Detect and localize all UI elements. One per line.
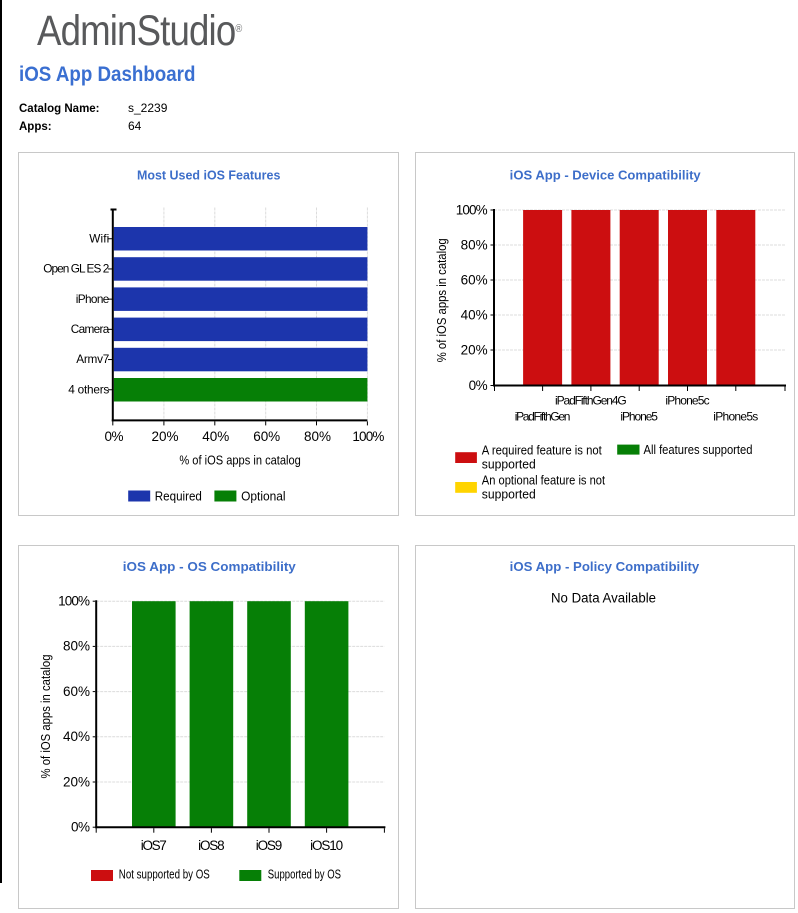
svg-text:80%: 80% [461, 237, 488, 252]
svg-text:0%: 0% [71, 820, 90, 835]
svg-text:60%: 60% [461, 272, 488, 287]
svg-text:Armv7: Armv7 [76, 352, 109, 366]
svg-text:Open GL ES 2: Open GL ES 2 [43, 262, 109, 276]
svg-text:Optional: Optional [241, 490, 286, 504]
svg-text:An optional feature is not: An optional feature is not [482, 474, 606, 488]
svg-text:Wifi: Wifi [89, 231, 109, 245]
svg-text:All features supported: All features supported [644, 443, 753, 457]
svg-text:Not supported by OS: Not supported by OS [119, 868, 210, 882]
svg-text:iOS9: iOS9 [256, 838, 283, 853]
svg-text:Camera: Camera [71, 322, 110, 336]
svg-text:iPhone: iPhone [76, 292, 110, 306]
svg-text:Supported by OS: Supported by OS [268, 868, 341, 882]
svg-text:% of iOS apps in catalog: % of iOS apps in catalog [179, 453, 301, 468]
svg-text:20%: 20% [152, 429, 179, 444]
svg-text:80%: 80% [304, 429, 331, 444]
svg-text:100%: 100% [58, 594, 90, 609]
svg-text:No Data Available: No Data Available [551, 590, 656, 605]
svg-text:iOS App - Policy Compatibility: iOS App - Policy Compatibility [510, 560, 700, 574]
svg-text:40%: 40% [461, 307, 488, 322]
svg-text:iOS App - Device Compatibility: iOS App - Device Compatibility [510, 169, 701, 183]
svg-text:0%: 0% [469, 378, 488, 393]
svg-text:60%: 60% [253, 429, 280, 444]
svg-text:% of iOS apps in catalog: % of iOS apps in catalog [434, 238, 449, 362]
svg-text:% of iOS apps in catalog: % of iOS apps in catalog [38, 655, 53, 779]
svg-text:iPadFifthGen4G: iPadFifthGen4G [555, 394, 627, 408]
svg-text:iOS8: iOS8 [198, 838, 225, 853]
svg-text:20%: 20% [63, 774, 90, 789]
svg-text:60%: 60% [63, 684, 90, 699]
svg-text:20%: 20% [461, 342, 488, 357]
svg-text:Most Used iOS Features: Most Used iOS Features [137, 169, 280, 183]
svg-text:iPhone5s: iPhone5s [713, 410, 758, 424]
svg-text:4 others: 4 others [68, 382, 109, 396]
svg-text:A required feature is not: A required feature is not [482, 444, 602, 458]
svg-text:iPhone5: iPhone5 [620, 410, 658, 424]
svg-text:100%: 100% [352, 429, 384, 444]
svg-text:100%: 100% [456, 202, 488, 217]
svg-text:Required: Required [155, 490, 202, 504]
svg-text:iOS10: iOS10 [310, 838, 343, 853]
svg-text:iOS App - OS Compatibility: iOS App - OS Compatibility [123, 560, 296, 574]
svg-text:supported: supported [482, 457, 536, 471]
svg-text:40%: 40% [63, 729, 90, 744]
svg-text:supported: supported [482, 487, 536, 501]
svg-text:iPhone5c: iPhone5c [665, 394, 709, 408]
svg-text:0%: 0% [105, 429, 124, 444]
svg-text:iPadFifthGen: iPadFifthGen [515, 410, 571, 424]
svg-text:80%: 80% [63, 639, 90, 654]
svg-text:iOS7: iOS7 [141, 838, 167, 853]
svg-text:40%: 40% [202, 429, 229, 444]
